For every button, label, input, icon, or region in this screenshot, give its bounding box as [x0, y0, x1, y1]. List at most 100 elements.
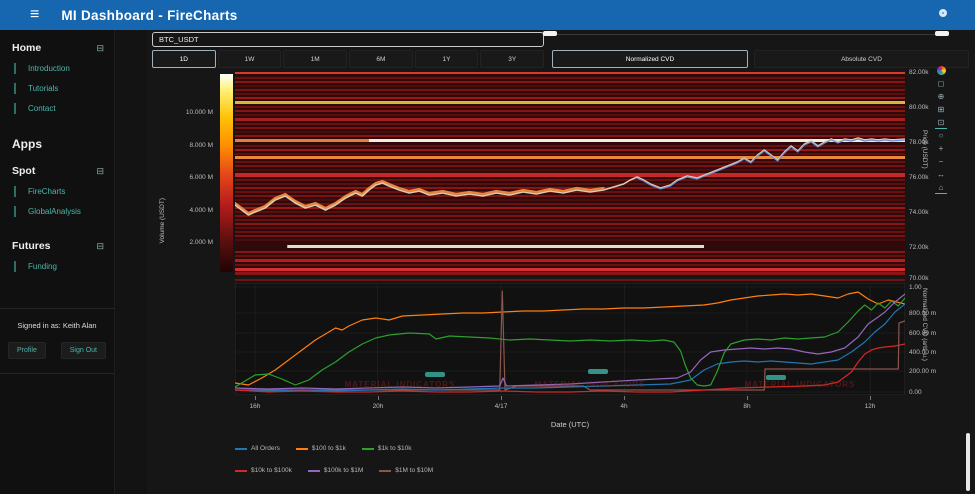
- collapse-icon[interactable]: ⊟: [96, 240, 104, 251]
- cvd-tick: 600.00 m: [909, 330, 937, 337]
- sidebar-item-globalanalysis[interactable]: GlobalAnalysis: [14, 206, 104, 217]
- x-axis-label: Date (UTC): [550, 420, 590, 429]
- legend-label: $1k to $10k: [377, 445, 412, 452]
- legend-item-10k-100k[interactable]: $10k to $100k: [235, 467, 292, 474]
- legend-item-1m-10m[interactable]: $1M to $10M: [379, 467, 433, 474]
- box-select-icon[interactable]: ⊡: [935, 118, 947, 129]
- x-tickmark: [501, 396, 502, 400]
- sidebar-item-firecharts[interactable]: FireCharts: [14, 186, 104, 197]
- menu-icon[interactable]: ≡: [30, 6, 40, 23]
- volume-colorbar: [220, 74, 233, 272]
- chart-marker-badge[interactable]: [588, 369, 608, 374]
- price-tick: 78.00k: [909, 139, 929, 146]
- collapse-icon[interactable]: ⊟: [96, 165, 104, 176]
- watermark-text: MATERIAL INDICATORS: [534, 380, 646, 389]
- control-row: 1D 1W 1M 6M 1Y 3Y Normalized CVD Absolut…: [152, 50, 969, 68]
- signed-in-text: Signed in as: Keith Alan: [17, 321, 97, 330]
- chart-marker-badge[interactable]: [425, 372, 445, 377]
- plotly-logo-icon[interactable]: [936, 66, 946, 75]
- legend-label: $10k to $100k: [251, 467, 292, 474]
- x-tickmark: [624, 396, 625, 400]
- timeframe-1d-button[interactable]: 1D: [152, 50, 216, 68]
- scroll-handle-left[interactable]: [543, 31, 557, 36]
- price-tick: 74.00k: [909, 209, 929, 216]
- sidebar-item-tutorials[interactable]: Tutorials: [14, 83, 104, 94]
- normalized-cvd-button[interactable]: Normalized CVD: [552, 50, 748, 68]
- price-tick: 80.00k: [909, 104, 929, 111]
- colorbar-tick: 4.000 M: [189, 207, 214, 214]
- legend-item-all-orders[interactable]: All Orders: [235, 445, 280, 452]
- scroll-handle-right[interactable]: [935, 31, 949, 36]
- vertical-scrollbar[interactable]: [966, 433, 970, 491]
- sidebar-header-futures[interactable]: Futures ⊟: [12, 240, 104, 252]
- sidebar-item-funding[interactable]: Funding: [14, 261, 104, 272]
- zoom-icon[interactable]: ⊕: [937, 92, 945, 101]
- sign-out-button[interactable]: Sign Out: [60, 342, 106, 359]
- timeframe-1y-button[interactable]: 1Y: [414, 50, 479, 68]
- sidebar-section-apps-label: Apps: [12, 137, 42, 151]
- cvd-chart[interactable]: [235, 283, 905, 395]
- x-tickmark: [870, 396, 871, 400]
- horizontal-scrollbar-track: [549, 34, 949, 35]
- sidebar-header-spot[interactable]: Spot ⊟: [12, 165, 104, 177]
- watermark-text: MATERIAL INDICATORS: [744, 380, 856, 389]
- legend-dash: [361, 447, 374, 450]
- legend-item-1k-10k[interactable]: $1k to $10k: [361, 445, 412, 452]
- cvd-tick: 200.00 m: [909, 368, 937, 375]
- zoom-out-icon[interactable]: −: [938, 157, 944, 166]
- legend-label: $100k to $1M: [323, 467, 364, 474]
- sidebar-section-spot: Spot ⊟ FireCharts GlobalAnalysis: [0, 153, 114, 228]
- x-tick: 4h: [620, 403, 628, 410]
- cvd-tick: 1.00: [909, 284, 922, 291]
- colorbar-tick: 2.000 M: [189, 239, 214, 246]
- x-tickmark: [378, 396, 379, 400]
- timeframe-3y-button[interactable]: 3Y: [480, 50, 545, 68]
- sidebar-section-home: Home ⊟ Introduction Tutorials Contact: [0, 30, 114, 125]
- pan-icon[interactable]: ⊞: [937, 105, 945, 114]
- legend-label: $100 to $1k: [311, 445, 346, 452]
- account-ring-icon[interactable]: [939, 9, 947, 17]
- sidebar: Home ⊟ Introduction Tutorials Contact Ap…: [0, 30, 115, 494]
- collapse-icon[interactable]: ⊟: [96, 42, 104, 53]
- legend-dash: [307, 469, 320, 472]
- x-tick: 16h: [249, 403, 261, 410]
- chart-legend: All Orders $100 to $1k $1k to $10k $10k …: [235, 445, 433, 489]
- sidebar-item-contact[interactable]: Contact: [14, 103, 104, 114]
- reset-axes-icon[interactable]: ⌂: [935, 183, 947, 194]
- legend-dash: [379, 469, 392, 472]
- sidebar-section-futures: Futures ⊟ Funding: [0, 228, 114, 283]
- x-tickmark: [747, 396, 748, 400]
- chart-marker-badge[interactable]: [766, 375, 786, 380]
- timeframe-6m-button[interactable]: 6M: [349, 50, 413, 68]
- lasso-icon[interactable]: ○: [938, 131, 944, 140]
- absolute-cvd-button[interactable]: Absolute CVD: [754, 50, 969, 68]
- signin-panel: Signed in as: Keith Alan Profile Sign Ou…: [0, 308, 114, 374]
- sidebar-item-introduction[interactable]: Introduction: [14, 63, 104, 74]
- camera-icon[interactable]: ◻: [937, 79, 945, 88]
- legend-item-100k-1m[interactable]: $100k to $1M: [307, 467, 364, 474]
- cvd-mode-group: Normalized CVD Absolute CVD: [552, 50, 969, 68]
- sidebar-header-spot-label: Spot: [12, 165, 36, 177]
- timeframe-1m-button[interactable]: 1M: [283, 50, 348, 68]
- cvd-tick: 400.00 m: [909, 349, 937, 356]
- symbol-input[interactable]: [152, 32, 544, 47]
- sidebar-header-home[interactable]: Home ⊟: [12, 42, 104, 54]
- legend-item-100-1k[interactable]: $100 to $1k: [295, 445, 346, 452]
- chart-divider-line: [235, 279, 905, 281]
- timeframe-1w-button[interactable]: 1W: [217, 50, 282, 68]
- legend-dash: [235, 447, 247, 450]
- zoom-in-icon[interactable]: +: [938, 144, 944, 153]
- x-tick: 8h: [743, 403, 751, 410]
- app-title: MI Dashboard - FireCharts: [61, 7, 238, 23]
- price-tick: 70.00k: [909, 275, 929, 282]
- autoscale-icon[interactable]: ↔: [937, 170, 945, 179]
- legend-label: All Orders: [251, 445, 280, 452]
- colorbar-tick: 10.000 M: [185, 109, 213, 116]
- price-heatmap-chart[interactable]: [235, 72, 905, 275]
- sidebar-header-home-label: Home: [12, 42, 42, 54]
- top-bar: ≡ MI Dashboard - FireCharts: [0, 0, 975, 30]
- cvd-tick: 0.00: [909, 389, 922, 396]
- legend-dash: [235, 469, 247, 472]
- profile-button[interactable]: Profile: [8, 342, 46, 359]
